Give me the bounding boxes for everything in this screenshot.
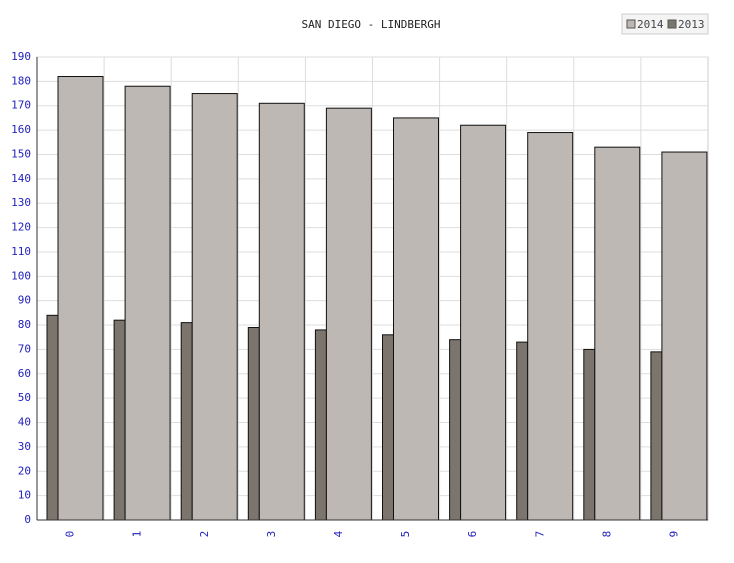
y-tick-label: 140 xyxy=(11,172,31,185)
y-tick-label: 150 xyxy=(11,147,31,160)
x-tick-label: 3 xyxy=(265,531,278,538)
bar xyxy=(661,151,708,521)
bar xyxy=(57,75,104,521)
legend-label: 2013 xyxy=(678,18,705,31)
y-tick-label: 90 xyxy=(18,294,31,307)
bar xyxy=(113,319,126,521)
bar xyxy=(46,314,59,521)
y-tick-label: 40 xyxy=(18,416,31,429)
y-tick-label: 0 xyxy=(24,513,31,526)
y-tick-label: 170 xyxy=(11,99,31,112)
y-tick-label: 50 xyxy=(18,391,31,404)
y-tick-label: 60 xyxy=(18,367,31,380)
y-tick-label: 10 xyxy=(18,489,31,502)
bar xyxy=(583,348,596,521)
y-tick-label: 190 xyxy=(11,50,31,63)
bar xyxy=(516,341,529,521)
x-tick-label: 6 xyxy=(466,531,479,538)
x-tick-label: 7 xyxy=(533,531,546,538)
x-tick-label: 5 xyxy=(399,531,412,538)
y-tick-label: 120 xyxy=(11,221,31,234)
y-tick-label: 160 xyxy=(11,123,31,136)
x-tick-label: 0 xyxy=(64,531,77,538)
x-tick-label: 4 xyxy=(332,530,345,537)
bar xyxy=(449,339,462,521)
y-tick-label: 80 xyxy=(18,318,31,331)
bar xyxy=(124,85,171,521)
x-tick-label: 8 xyxy=(600,531,613,538)
bar xyxy=(247,326,260,521)
y-tick-label: 100 xyxy=(11,269,31,282)
y-tick-label: 70 xyxy=(18,342,31,355)
legend-box xyxy=(621,13,709,35)
y-tick-label: 30 xyxy=(18,440,31,453)
y-tick-label: 180 xyxy=(11,74,31,87)
legend-label: 2014 xyxy=(637,18,664,31)
bar xyxy=(314,329,327,521)
bar xyxy=(191,93,238,521)
bar xyxy=(594,146,641,521)
chart-title: SAN DIEGO - LINDBERGH xyxy=(301,18,440,31)
bar xyxy=(460,124,507,521)
bar xyxy=(325,107,372,521)
legend-swatch xyxy=(667,19,677,29)
x-tick-label: 9 xyxy=(667,531,680,538)
bar xyxy=(527,132,574,521)
bar xyxy=(180,322,193,521)
x-tick-label: 1 xyxy=(131,531,144,538)
bar xyxy=(258,102,305,521)
bar xyxy=(650,351,663,521)
bar xyxy=(393,117,439,521)
legend-swatch xyxy=(626,19,636,29)
x-tick-label: 2 xyxy=(198,531,211,538)
y-tick-label: 20 xyxy=(18,464,31,477)
y-tick-label: 130 xyxy=(11,196,31,209)
y-tick-label: 110 xyxy=(11,245,31,258)
bar xyxy=(382,334,394,521)
